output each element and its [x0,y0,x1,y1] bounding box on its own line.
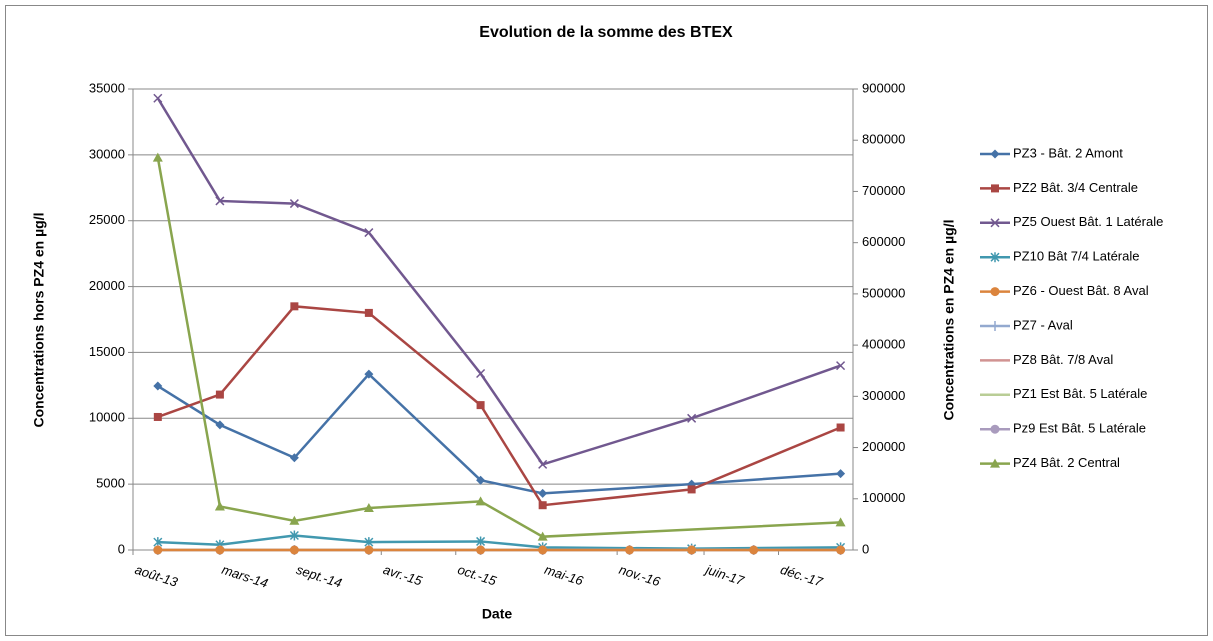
marker [476,536,486,547]
marker [476,368,486,379]
marker [363,502,374,512]
legend-label: Pz9 Est Bât. 5 Latérale [1013,421,1146,436]
marker [215,420,225,430]
marker [687,413,697,423]
marker [836,361,846,371]
y2-tick-label: 200000 [862,439,905,454]
marker [289,515,300,525]
series-line [157,534,841,550]
marker [290,302,299,311]
marker [836,469,846,479]
marker [991,184,999,193]
marker [990,218,1000,228]
marker [625,545,635,555]
marker [214,501,225,511]
y-tick-label: 0 [118,541,125,556]
marker [289,545,299,555]
y2-tick-label: 700000 [862,183,905,198]
legend-label: PZ10 Bât 7/4 Latérale [1013,249,1139,264]
marker [990,424,1000,434]
marker [476,401,485,410]
marker [538,488,548,498]
marker [835,517,846,527]
y-tick-label: 10000 [89,410,125,425]
y2-tick-label: 500000 [862,285,905,300]
marker [990,321,1000,331]
marker [476,545,486,555]
marker [364,228,374,238]
marker [289,530,299,541]
y-tick-label: 15000 [89,344,125,359]
legend-label: PZ2 Bât. 3/4 Centrale [1013,180,1138,195]
marker [990,149,1000,159]
chart-title: Evolution de la somme des BTEX [479,24,733,41]
y2-tick-label: 900000 [862,80,905,95]
marker [364,545,374,555]
y2-tick-label: 600000 [862,234,905,249]
marker [153,412,162,421]
legend-label: PZ5 Ouest Bât. 1 Latérale [1013,214,1163,229]
marker [364,369,374,379]
y2-tick-label: 300000 [862,388,905,403]
marker [289,199,299,209]
marker [476,475,486,485]
marker [475,496,486,506]
y-tick-label: 35000 [89,80,125,95]
y-tick-label: 25000 [89,212,125,227]
marker [538,545,548,555]
marker [215,545,225,555]
y-axis-title: Concentrations hors PZ4 en µg/l [31,213,47,428]
y2-tick-label: 100000 [862,490,905,505]
series-line [157,305,842,507]
x-axis-title: Date [482,606,513,622]
marker [537,531,548,541]
legend-label: PZ4 Bât. 2 Central [1013,455,1120,470]
marker [153,381,163,391]
legend-label: PZ8 Bât. 7/8 Aval [1013,352,1113,367]
series-line [157,372,841,495]
y2-tick-label: 0 [862,541,869,556]
marker [215,390,224,399]
series-line [156,97,842,466]
marker [153,93,163,103]
marker [538,459,548,469]
marker [215,196,225,206]
marker [687,485,696,494]
y-tick-label: 5000 [96,476,125,491]
y-tick-label: 30000 [89,146,125,161]
marker [749,545,759,555]
marker [687,545,697,555]
legend-label: PZ1 Est Bât. 5 Latérale [1013,386,1147,401]
marker [153,545,163,555]
legend-label: PZ3 - Bât. 2 Amont [1013,145,1123,160]
legend-label: PZ7 - Aval [1013,317,1073,332]
y-tick-label: 20000 [89,278,125,293]
marker [836,545,846,555]
marker [990,458,1000,468]
marker [990,252,1000,263]
y2-tick-label: 400000 [862,337,905,352]
marker [289,453,299,463]
marker [538,501,547,510]
marker [836,423,845,432]
marker [990,287,1000,297]
marker [364,308,373,317]
chart-frame [5,5,1208,636]
y2-axis-title: Concentrations en PZ4 en µg/l [941,220,957,421]
y2-tick-label: 800000 [862,132,905,147]
legend-label: PZ6 - Ouest Bât. 8 Aval [1013,283,1149,298]
marker [152,152,163,162]
